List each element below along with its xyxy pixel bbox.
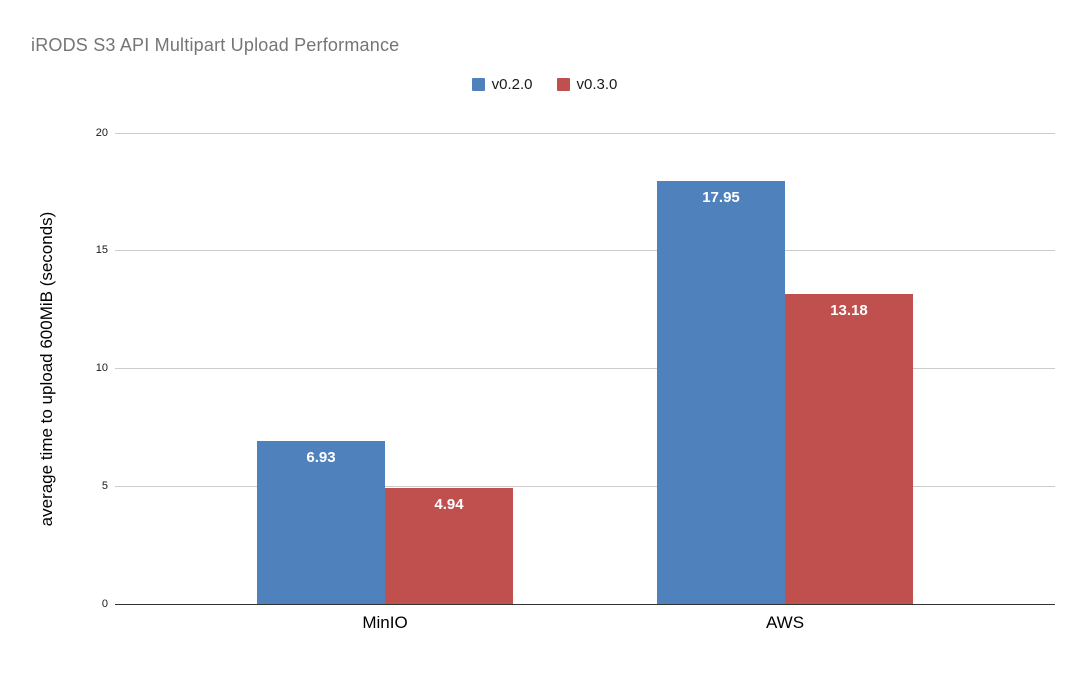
y-tick-label: 10 bbox=[95, 362, 108, 374]
plot-area: 0 5 10 15 20 6.93 17.95 4.94 13.18 MinIO AWS bbox=[96, 127, 1055, 632]
bar-value-label: 6.93 bbox=[306, 448, 336, 466]
y-tick-label: 20 bbox=[95, 126, 108, 139]
chart-title: iRODS S3 API Multipart Upload Performanc… bbox=[31, 35, 400, 55]
bar-value-label: 17.95 bbox=[702, 189, 740, 207]
gridline bbox=[115, 250, 1055, 252]
legend-label: v0.3.0 bbox=[576, 76, 618, 93]
legend-label: v0.2.0 bbox=[491, 76, 533, 93]
x-category-label-MinIO: MinIO bbox=[362, 613, 408, 632]
legend-swatch-icon bbox=[556, 78, 570, 91]
legend-swatch-icon bbox=[471, 78, 485, 91]
bar-v0.2.0-MinIO: 6.93 bbox=[257, 440, 385, 604]
bar-v0.2.0-AWS: 17.95 bbox=[657, 181, 785, 604]
gridline bbox=[115, 368, 1055, 369]
gridline bbox=[115, 485, 1055, 487]
bar-value-label: 4.94 bbox=[434, 495, 464, 513]
y-tick-label: 15 bbox=[95, 244, 108, 257]
bar-value-label: 13.18 bbox=[830, 301, 868, 319]
gridline bbox=[115, 132, 1055, 134]
legend-item-v0.2.0: v0.2.0 bbox=[471, 76, 533, 93]
bar-v0.3.0-MinIO: 4.94 bbox=[385, 487, 513, 604]
chart-legend: v0.2.0 v0.3.0 bbox=[0, 76, 1089, 93]
legend-item-v0.3.0: v0.3.0 bbox=[556, 76, 618, 93]
y-tick-label: 5 bbox=[101, 479, 108, 492]
y-tick-label: 0 bbox=[101, 597, 108, 610]
y-axis-title: average time to upload 600MiB (seconds) bbox=[37, 211, 56, 527]
bar-v0.3.0-AWS: 13.18 bbox=[785, 293, 913, 604]
x-axis-line bbox=[115, 603, 1055, 605]
x-category-label-AWS: AWS bbox=[765, 613, 805, 632]
